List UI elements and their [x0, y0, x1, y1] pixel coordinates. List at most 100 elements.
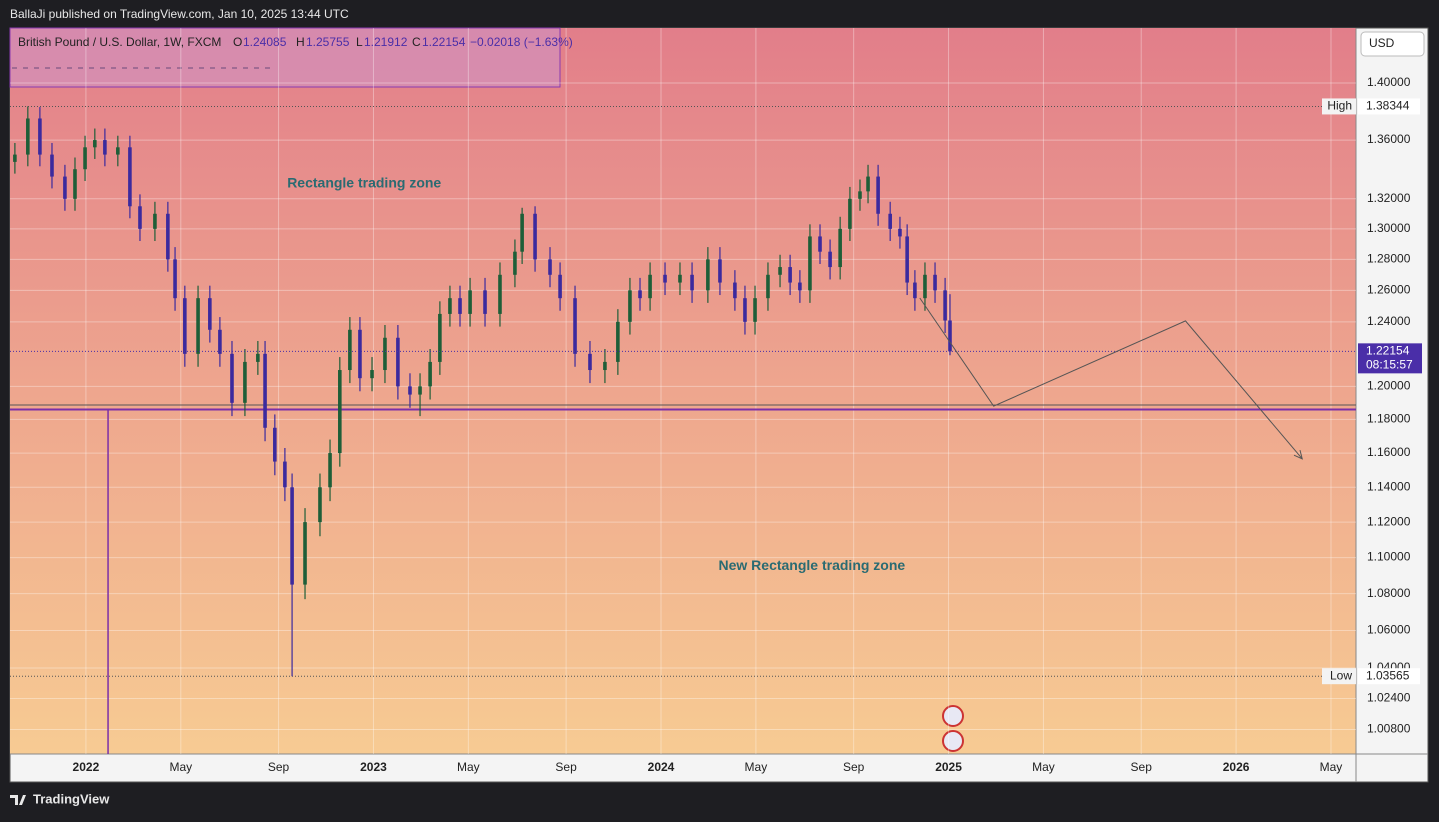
candle-body	[718, 259, 722, 283]
extreme-value: 1.03565	[1366, 668, 1410, 682]
candle-body	[173, 259, 177, 299]
candle-body	[318, 487, 322, 523]
y-tick-label: 1.20000	[1367, 379, 1411, 393]
candle-body	[933, 274, 937, 291]
candle-body	[828, 251, 832, 268]
candle-body	[273, 427, 277, 462]
candle-body	[533, 213, 537, 260]
candle-body	[858, 191, 862, 199]
candle-body	[408, 386, 412, 395]
plot-area	[10, 28, 1356, 754]
candle-body	[788, 267, 792, 283]
candle-body	[396, 337, 400, 387]
candle-body	[448, 298, 452, 314]
y-tick-label: 1.36000	[1367, 132, 1411, 146]
extreme-box	[1358, 668, 1420, 685]
candle-body	[166, 213, 170, 260]
candle-body	[183, 298, 187, 354]
candle-body	[418, 386, 422, 395]
y-tick-label: 1.08000	[1367, 586, 1411, 600]
candle-body	[218, 329, 222, 354]
extreme-value: 1.38344	[1366, 99, 1410, 113]
y-tick-label: 1.10000	[1367, 550, 1411, 564]
candle-body	[838, 228, 842, 268]
currency-button[interactable]	[1360, 31, 1425, 57]
candle-body	[438, 313, 442, 362]
candle-body	[923, 274, 927, 299]
x-tick-label: May	[1032, 760, 1055, 774]
annotation: New Rectangle trading zone	[719, 557, 906, 573]
x-tick-label: 2023	[360, 760, 387, 774]
ohlc-value: 1.24085	[243, 35, 287, 49]
ohlc-value: 1.21912	[364, 35, 408, 49]
candle-body	[678, 274, 682, 283]
candle-body	[778, 267, 782, 275]
candle-body	[848, 198, 852, 229]
candle-body	[338, 370, 342, 454]
y-tick-label: 1.32000	[1367, 191, 1411, 205]
candle-body	[588, 353, 592, 371]
candle-body	[428, 361, 432, 387]
candle-body	[153, 213, 157, 229]
y-tick-label: 1.06000	[1367, 623, 1411, 637]
candle-body	[230, 353, 234, 403]
x-tick-label: Sep	[843, 760, 865, 774]
y-tick-label: 1.24000	[1367, 314, 1411, 328]
price-tag	[1358, 343, 1422, 374]
extreme-name: High	[1327, 99, 1352, 113]
x-tick-label: 2025	[935, 760, 962, 774]
candle-body	[520, 213, 524, 252]
candle-body	[370, 370, 374, 379]
candle-body	[866, 176, 870, 192]
ohlc-value: 1.25755	[306, 35, 350, 49]
candle-body	[128, 147, 132, 207]
extreme-name: Low	[1330, 668, 1352, 682]
x-tick-label: Sep	[268, 760, 290, 774]
x-tick-label: 2024	[648, 760, 675, 774]
candle-body	[458, 298, 462, 314]
ohlc-letter: O	[233, 35, 242, 49]
currency[interactable]: USD	[1369, 36, 1395, 50]
event-icon[interactable]	[942, 730, 964, 752]
x-tick-label: 2022	[73, 760, 100, 774]
extreme-box	[1358, 98, 1420, 115]
y-tick-label: 1.14000	[1367, 479, 1411, 493]
candle-body	[256, 353, 260, 362]
ohlc-letter: C	[412, 35, 421, 49]
x-tick-label: May	[1320, 760, 1343, 774]
ohlc-value: 1.22154	[422, 35, 466, 49]
candle-body	[943, 290, 947, 321]
event-icon[interactable]	[942, 705, 964, 727]
candle-body	[196, 298, 200, 354]
y-tick-label: 1.40000	[1367, 75, 1411, 89]
x-tick-label: May	[169, 760, 192, 774]
x-tick-label: Sep	[1131, 760, 1153, 774]
candle-body	[50, 154, 54, 177]
x-tick-label: 2026	[1223, 760, 1250, 774]
y-tick-label: 1.26000	[1367, 283, 1411, 297]
candle-body	[913, 282, 917, 299]
x-tick-label: May	[457, 760, 480, 774]
candle-body	[83, 147, 87, 170]
projection-line	[919, 297, 1303, 460]
annotation: Rectangle trading zone	[287, 175, 441, 191]
candle-body	[753, 298, 757, 322]
candle-body	[13, 154, 17, 162]
candle-body	[283, 461, 287, 488]
x-tick-label: May	[745, 760, 768, 774]
candle-body	[663, 274, 667, 283]
candle-body	[733, 282, 737, 299]
y-tick-label: 1.30000	[1367, 221, 1411, 235]
candle-body	[468, 290, 472, 314]
candle-body	[348, 329, 352, 371]
candle-body	[818, 236, 822, 252]
candle-body	[208, 298, 212, 330]
candle-body	[103, 140, 107, 155]
legend-box	[9, 27, 561, 88]
candle-body	[706, 259, 710, 291]
candle-body	[888, 213, 892, 229]
candle-body	[513, 251, 517, 275]
candle-body	[358, 329, 362, 379]
